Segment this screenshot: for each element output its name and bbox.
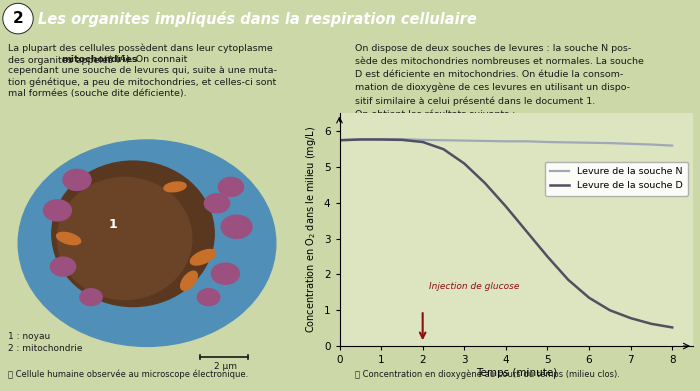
Levure de la souche N — [481, 138, 489, 143]
Levure de la souche N — [377, 137, 385, 142]
Text: 2: 2 — [13, 11, 23, 26]
Y-axis label: Concentration en O$_2$ dans le milieu (mg/L): Concentration en O$_2$ dans le milieu (m… — [304, 126, 318, 334]
Levure de la souche N — [419, 138, 427, 142]
Levure de la souche N — [606, 141, 614, 145]
Text: Les organites impliqués dans la respiration cellulaire: Les organites impliqués dans la respirat… — [38, 11, 477, 27]
Text: La plupart des cellules possèdent dans leur cytoplasme: La plupart des cellules possèdent dans l… — [8, 44, 273, 54]
Text: mal formées (souche dite déficiente).: mal formées (souche dite déficiente). — [8, 89, 187, 98]
Ellipse shape — [50, 257, 76, 276]
Levure de la souche N — [543, 140, 552, 144]
Levure de la souche N — [335, 138, 344, 143]
Text: Ⓐ Cellule humaine observée au microscope électronique.: Ⓐ Cellule humaine observée au microscope… — [8, 370, 248, 379]
Levure de la souche D — [543, 254, 552, 259]
Circle shape — [3, 4, 33, 34]
Levure de la souche N — [626, 142, 635, 146]
Levure de la souche N — [668, 143, 676, 148]
Circle shape — [4, 5, 32, 32]
Text: 2 µm: 2 µm — [214, 362, 237, 371]
Ellipse shape — [221, 215, 252, 239]
Text: 1: 1 — [109, 218, 118, 231]
Levure de la souche D — [648, 321, 656, 326]
Ellipse shape — [190, 249, 216, 265]
Levure de la souche N — [398, 137, 406, 142]
Levure de la souche D — [398, 138, 406, 142]
Text: Ⓑ Concentration en dioxygène au cours du temps (milieu clos).: Ⓑ Concentration en dioxygène au cours du… — [355, 370, 620, 379]
Levure de la souche N — [564, 140, 573, 145]
Levure de la souche N — [522, 139, 531, 143]
Line: Levure de la souche N: Levure de la souche N — [340, 139, 672, 145]
Ellipse shape — [218, 178, 244, 196]
Text: 1 : noyau: 1 : noyau — [8, 332, 50, 341]
Levure de la souche N — [502, 139, 510, 143]
Ellipse shape — [52, 161, 214, 307]
Ellipse shape — [43, 200, 71, 221]
Levure de la souche N — [440, 138, 448, 143]
Levure de la souche D — [502, 204, 510, 209]
Text: tion génétique, a peu de mitochondries, et celles-ci sont: tion génétique, a peu de mitochondries, … — [8, 78, 276, 87]
Ellipse shape — [57, 178, 192, 300]
Text: Injection de glucose: Injection de glucose — [429, 282, 519, 291]
Ellipse shape — [181, 271, 197, 290]
Levure de la souche D — [377, 137, 385, 142]
Ellipse shape — [197, 289, 220, 306]
Levure de la souche D — [419, 140, 427, 144]
Levure de la souche D — [481, 181, 489, 185]
Ellipse shape — [80, 289, 102, 306]
Text: mitochondries: mitochondries — [61, 55, 137, 64]
Levure de la souche D — [626, 316, 635, 321]
Levure de la souche D — [522, 229, 531, 234]
Legend: Levure de la souche N, Levure de la souche D: Levure de la souche N, Levure de la souc… — [545, 161, 688, 196]
Levure de la souche N — [460, 138, 468, 143]
Levure de la souche D — [584, 295, 593, 300]
Text: * (A). On connait: * (A). On connait — [108, 55, 188, 64]
Text: des organites appelés: des organites appelés — [8, 55, 116, 65]
Ellipse shape — [57, 232, 80, 245]
Text: cependant une souche de levures qui, suite à une muta-: cependant une souche de levures qui, sui… — [8, 66, 277, 75]
Levure de la souche N — [356, 137, 365, 142]
Line: Levure de la souche D: Levure de la souche D — [340, 140, 672, 327]
Levure de la souche D — [335, 138, 344, 143]
Text: On dispose de deux souches de levures : la souche N pos-
sède des mitochondries : On dispose de deux souches de levures : … — [355, 44, 644, 119]
Levure de la souche D — [460, 161, 468, 166]
Levure de la souche D — [606, 308, 614, 312]
Text: 2 : mitochondrie: 2 : mitochondrie — [8, 344, 83, 353]
Levure de la souche D — [668, 325, 676, 330]
X-axis label: Temps (minute): Temps (minute) — [475, 368, 557, 378]
Ellipse shape — [164, 182, 186, 192]
Ellipse shape — [18, 140, 276, 346]
Levure de la souche D — [564, 278, 573, 282]
Ellipse shape — [63, 169, 91, 190]
Ellipse shape — [204, 194, 230, 213]
Levure de la souche D — [440, 147, 448, 152]
Levure de la souche N — [584, 140, 593, 145]
Levure de la souche N — [648, 142, 656, 147]
Ellipse shape — [211, 263, 239, 284]
Levure de la souche D — [356, 137, 365, 142]
